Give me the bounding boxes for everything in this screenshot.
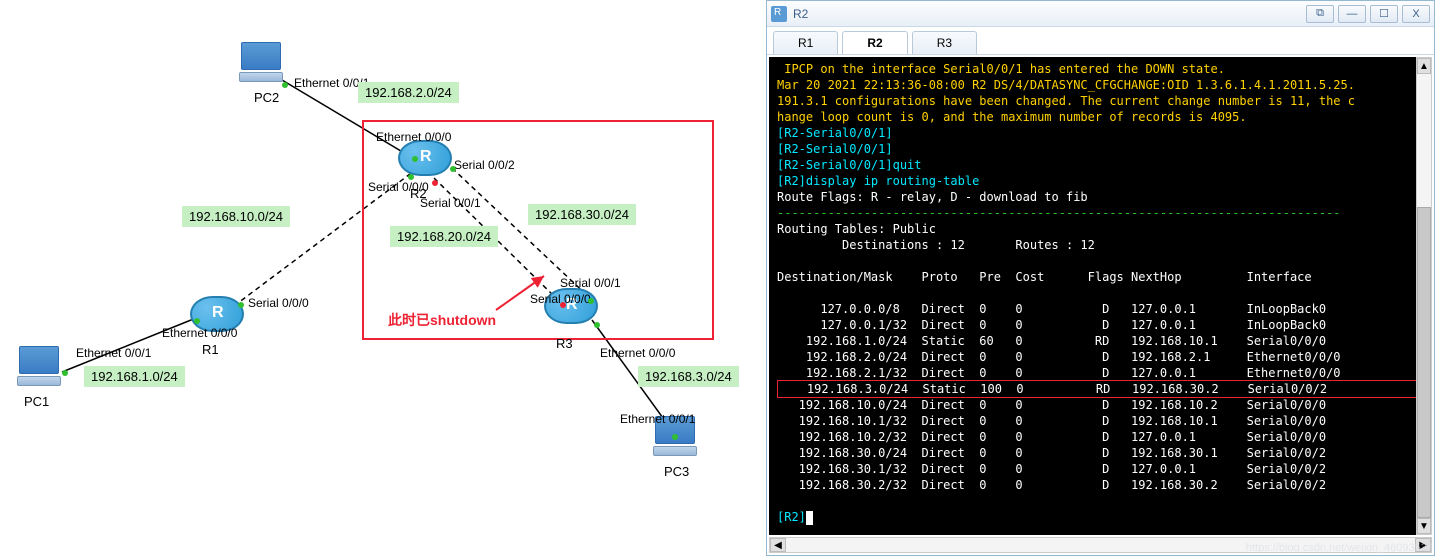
port-led bbox=[412, 156, 418, 162]
port-led bbox=[672, 434, 678, 440]
interface-label: Ethernet 0/0/0 bbox=[600, 346, 675, 360]
tab-r2[interactable]: R2 bbox=[842, 31, 907, 54]
window-title: R2 bbox=[793, 7, 1306, 21]
interface-label: Ethernet 0/0/1 bbox=[76, 346, 151, 360]
device-label: PC1 bbox=[24, 394, 49, 409]
route-row: 127.0.0.1/32 Direct 0 0 D 127.0.0.1 InLo… bbox=[777, 317, 1424, 333]
port-led bbox=[594, 322, 600, 328]
router-r2[interactable]: R bbox=[398, 140, 458, 184]
scroll-left-icon[interactable]: ◀ bbox=[770, 538, 786, 552]
port-led bbox=[194, 318, 200, 324]
port-led bbox=[432, 180, 438, 186]
interface-label: Ethernet 0/0/0 bbox=[376, 130, 451, 144]
route-row: 192.168.2.1/32 Direct 0 0 D 127.0.0.1 Et… bbox=[777, 365, 1424, 381]
device-label: PC2 bbox=[254, 90, 279, 105]
watermark: https://blog.csdn.net/weixin_46093537 bbox=[1246, 542, 1433, 554]
minimize-button[interactable]: — bbox=[1338, 5, 1366, 23]
route-row: 192.168.10.1/32 Direct 0 0 D 192.168.10.… bbox=[777, 413, 1424, 429]
maximize-button[interactable]: ☐ bbox=[1370, 5, 1398, 23]
network-label: 192.168.30.0/24 bbox=[528, 204, 636, 225]
dock-button[interactable]: ⧉ bbox=[1306, 5, 1334, 23]
route-row: 192.168.30.2/32 Direct 0 0 D 192.168.30.… bbox=[777, 477, 1424, 493]
interface-label: Serial 0/0/1 bbox=[420, 196, 481, 210]
route-row: 192.168.1.0/24 Static 60 0 RD 192.168.10… bbox=[777, 333, 1424, 349]
scroll-up-icon[interactable]: ▲ bbox=[1417, 58, 1431, 74]
scroll-down-icon[interactable]: ▼ bbox=[1417, 518, 1431, 534]
interface-label: Serial 0/0/2 bbox=[454, 158, 515, 172]
pc1-device[interactable] bbox=[14, 346, 64, 396]
route-row: 192.168.30.1/32 Direct 0 0 D 127.0.0.1 S… bbox=[777, 461, 1424, 477]
tabstrip: R1R2R3 bbox=[767, 27, 1434, 55]
highlighted-route: 192.168.3.0/24 Static 100 0 RD 192.168.3… bbox=[777, 380, 1424, 398]
vertical-scrollbar[interactable]: ▲ ▼ bbox=[1416, 57, 1432, 535]
tab-r3[interactable]: R3 bbox=[912, 31, 977, 54]
port-led bbox=[560, 302, 566, 308]
terminal-window-r2: R2 ⧉ — ☐ X R1R2R3 IPCP on the interface … bbox=[766, 0, 1435, 556]
port-led bbox=[450, 166, 456, 172]
network-label: 192.168.2.0/24 bbox=[358, 82, 459, 103]
route-row: 192.168.2.0/24 Direct 0 0 D 192.168.2.1 … bbox=[777, 349, 1424, 365]
route-row: 127.0.0.0/8 Direct 0 0 D 127.0.0.1 InLoo… bbox=[777, 301, 1424, 317]
port-led bbox=[408, 174, 414, 180]
port-led bbox=[588, 298, 594, 304]
device-label: PC3 bbox=[664, 464, 689, 479]
port-led bbox=[238, 302, 244, 308]
port-led bbox=[282, 82, 288, 88]
interface-label: Ethernet 0/0/0 bbox=[162, 326, 237, 340]
network-label: 192.168.3.0/24 bbox=[638, 366, 739, 387]
topology-canvas: 此时已shutdown R R R PC1PC2PC3R1R2R3 Ethern… bbox=[0, 0, 760, 558]
route-row: 192.168.10.0/24 Direct 0 0 D 192.168.10.… bbox=[777, 397, 1424, 413]
network-label: 192.168.10.0/24 bbox=[182, 206, 290, 227]
interface-label: Serial 0/0/0 bbox=[368, 180, 429, 194]
device-label: R3 bbox=[556, 336, 573, 351]
shutdown-annotation: 此时已shutdown bbox=[388, 310, 496, 330]
network-label: 192.168.20.0/24 bbox=[390, 226, 498, 247]
interface-label: Serial 0/0/1 bbox=[560, 276, 621, 290]
network-label: 192.168.1.0/24 bbox=[84, 366, 185, 387]
pc2-device[interactable] bbox=[236, 42, 286, 92]
close-button[interactable]: X bbox=[1402, 5, 1430, 23]
titlebar[interactable]: R2 ⧉ — ☐ X bbox=[767, 1, 1434, 27]
interface-label: Serial 0/0/0 bbox=[248, 296, 309, 310]
terminal-output[interactable]: IPCP on the interface Serial0/0/1 has en… bbox=[769, 57, 1432, 535]
route-row: 192.168.30.0/24 Direct 0 0 D 192.168.30.… bbox=[777, 445, 1424, 461]
tab-r1[interactable]: R1 bbox=[773, 31, 838, 54]
port-led bbox=[62, 370, 68, 376]
interface-label: Ethernet 0/0/1 bbox=[620, 412, 695, 426]
route-row: 192.168.10.2/32 Direct 0 0 D 127.0.0.1 S… bbox=[777, 429, 1424, 445]
device-label: R1 bbox=[202, 342, 219, 357]
window-icon bbox=[771, 6, 787, 22]
